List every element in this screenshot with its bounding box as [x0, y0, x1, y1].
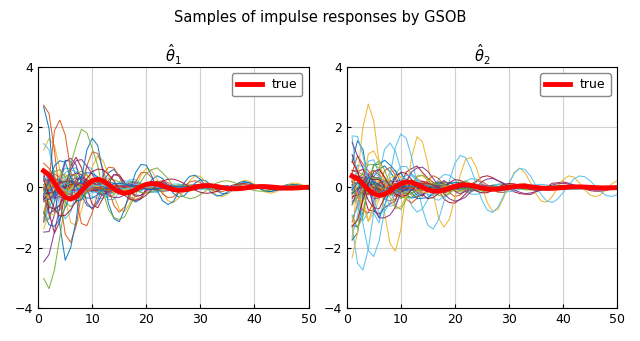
Legend: true: true [540, 73, 611, 96]
Legend: true: true [232, 73, 302, 96]
Title: $\hat{\theta}_2$: $\hat{\theta}_2$ [474, 42, 490, 67]
Title: $\hat{\theta}_1$: $\hat{\theta}_1$ [165, 42, 182, 67]
Text: Samples of impulse responses by GSOB: Samples of impulse responses by GSOB [174, 10, 466, 25]
